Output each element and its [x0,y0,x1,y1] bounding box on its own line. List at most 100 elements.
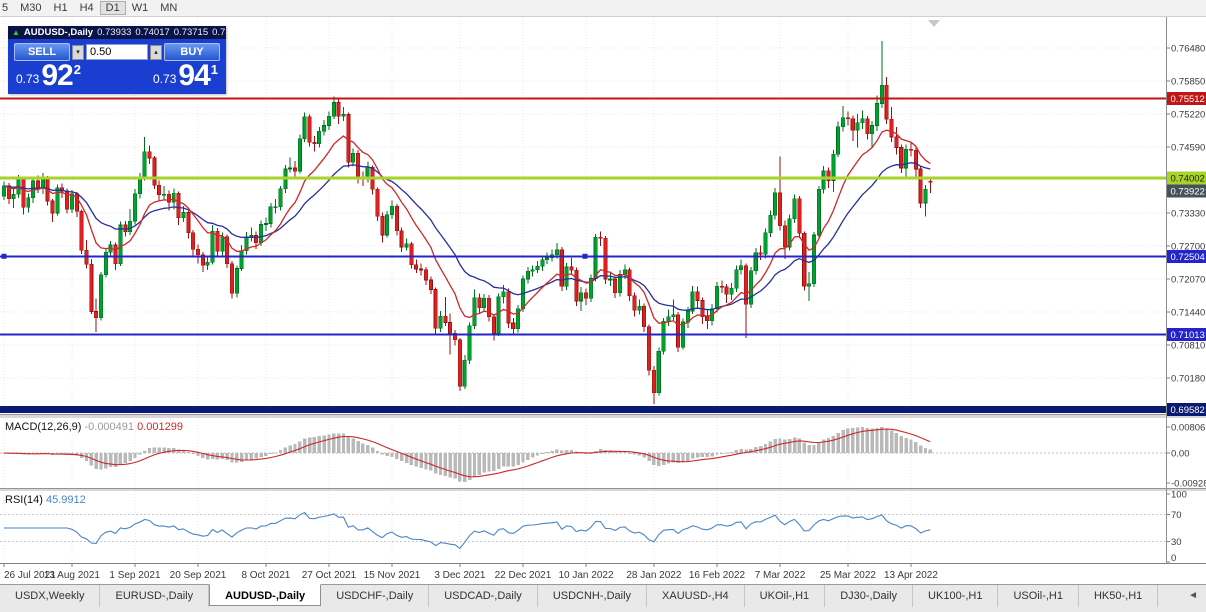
time-axis-label[interactable]: 10 Jan 2022 [558,570,613,581]
candle-body [457,339,462,387]
macd-histogram-bar [336,433,341,453]
candle-body [317,130,322,145]
macd-histogram-bar [589,453,593,454]
current-price-box [1167,184,1206,198]
macd-histogram-bar [167,448,171,453]
candle-body [535,266,540,270]
macd-histogram-bar [710,453,714,457]
macd-histogram-bar [841,430,845,453]
tab-usdcad-daily[interactable]: USDCAD-,Daily [429,585,538,607]
candle-body [642,305,647,327]
macd-histogram-bar [797,438,802,453]
candle-body [719,286,724,288]
timeframe-mn-button[interactable]: MN [160,2,178,14]
tab-xauusd-h4[interactable]: XAUUSD-,H4 [647,585,745,607]
time-axis-label[interactable]: 27 Oct 2021 [302,570,357,581]
time-axis-label[interactable]: 15 Nov 2021 [364,570,421,581]
tab-usdcnh-daily[interactable]: USDCNH-,Daily [538,585,648,607]
time-axis-label[interactable]: 7 Mar 2022 [755,570,806,581]
sell-button[interactable]: SELL [14,43,70,61]
macd-histogram-bar [303,438,307,453]
time-axis-label[interactable]: 1 Sep 2021 [109,570,161,581]
macd-histogram-bar [293,444,297,453]
time-axis-label[interactable]: 8 Oct 2021 [241,570,290,581]
tab-ukoil-h1[interactable]: UKOil-,H1 [745,585,826,607]
macd-histogram-bar [545,452,549,454]
tab-scroll-left-icon[interactable]: ◄ [1188,590,1198,601]
time-axis-label[interactable]: 13 Aug 2021 [44,570,101,581]
time-axis-area[interactable] [0,564,1166,584]
macd-histogram-bar [273,452,278,454]
time-axis-label[interactable]: 25 Mar 2022 [820,570,877,581]
level-line-handle[interactable] [582,253,588,259]
time-axis-label[interactable]: 16 Feb 2022 [689,570,746,581]
candle-body [486,298,491,318]
macd-histogram-bar [676,453,680,464]
panel-separator[interactable] [0,414,1206,418]
time-axis-label[interactable]: 20 Sep 2021 [170,570,227,581]
candle-body [409,243,414,266]
rsi-label: RSI(14) 45.9912 [5,494,86,506]
panel-separator[interactable] [0,488,1206,491]
macd-histogram-bar [341,433,346,453]
buy-button[interactable]: BUY [164,43,220,61]
timeframe-h1-button[interactable]: H1 [53,2,68,14]
tab-usdx-weekly[interactable]: USDX,Weekly [0,585,101,607]
candle-body [292,167,297,172]
time-axis-label[interactable]: 13 Apr 2022 [884,570,938,581]
candle-body [564,266,569,287]
candle-body [268,206,273,224]
candle-body [923,189,928,204]
macd-histogram-bar [550,450,554,453]
macd-histogram-bar [671,453,675,463]
tab-uk100-h1[interactable]: UK100-,H1 [913,585,999,607]
chart-canvas[interactable]: MACD(12,26,9) -0.000491 0.001299 0.00806 0… [0,17,1206,584]
candle-body [904,148,909,169]
candle-body [89,264,94,312]
timeframe-d1-button[interactable]: D1 [99,1,126,15]
candle-body [467,325,472,361]
price-scale-label: 0.70810 [1171,341,1205,352]
tab-audusd-daily[interactable]: AUDUSD-,Daily [209,584,322,606]
macd-histogram-bar [637,453,642,456]
time-axis-label[interactable]: 22 Dec 2021 [495,570,552,581]
tab-dj30-daily[interactable]: DJ30-,Daily [825,585,914,607]
time-axis-label[interactable]: 26 Jul 2021 [4,570,56,581]
candle-body [273,206,278,209]
candle-body [205,261,210,266]
price-scale-label: 0.72700 [1171,242,1205,253]
macd-histogram-bar [613,451,617,453]
candle-body [55,187,60,214]
macd-histogram-bar [560,450,564,453]
timeframe-w1-button[interactable]: W1 [131,2,149,14]
candle-body [297,138,302,172]
level-price-box-label: 0.69582 [1171,405,1205,416]
candle-body [234,268,239,294]
tab-eurusd-daily[interactable]: EURUSD-,Daily [100,585,210,607]
tab-usdchf-daily[interactable]: USDCHF-,Daily [321,585,430,607]
macd-histogram-bar [584,453,588,454]
macd-histogram-bar [894,432,899,453]
volume-input[interactable] [86,44,148,60]
timeframe-m5-button[interactable]: 5 [2,2,9,14]
time-axis-label[interactable]: 28 Jan 2022 [626,570,681,581]
volume-decrease-button[interactable]: ▾ [72,44,84,60]
volume-increase-button[interactable]: ▴ [150,44,162,60]
price-scale-area[interactable] [1167,17,1206,563]
tab-usoil-h1[interactable]: USOil-,H1 [998,585,1079,607]
timeframe-h4-button[interactable]: H4 [79,2,94,14]
level-line-handle[interactable] [1,253,7,259]
macd-histogram-bar [152,447,157,453]
chart-shift-triangle-icon [928,20,940,27]
macd-histogram-bar [729,451,734,453]
level-price-box-label: 0.71013 [1171,330,1205,341]
candle-body [879,84,884,104]
macd-histogram-bar [821,439,826,453]
candle-body [637,305,642,311]
candle-body [210,231,215,263]
time-axis-label[interactable]: 3 Dec 2021 [434,570,486,581]
timeframe-m30-button[interactable]: M30 [20,2,42,14]
price-scale-label: 0.70180 [1171,374,1205,385]
macd-histogram-bar [283,447,287,453]
tab-hk50-h1[interactable]: HK50-,H1 [1079,585,1159,607]
